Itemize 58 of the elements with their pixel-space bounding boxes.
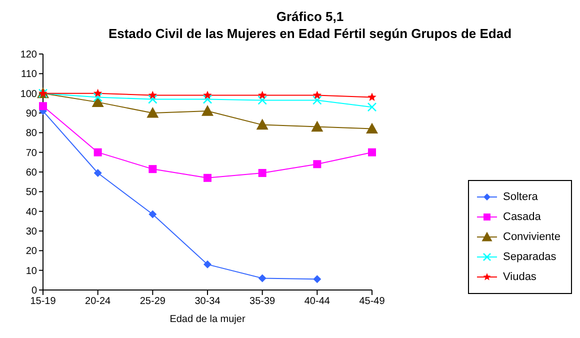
y-tick-label: 20	[26, 246, 38, 258]
legend-label: Soltera	[503, 191, 538, 203]
point	[202, 105, 214, 116]
point	[366, 122, 378, 134]
point	[312, 90, 322, 100]
point	[94, 148, 102, 156]
point	[204, 260, 212, 268]
chart-subtitle: Estado Civil de las Mujeres en Edad Fértil según Grupos de Edad	[107, 25, 513, 42]
legend-label: Separadas	[503, 251, 556, 263]
y-tick-label: 70	[26, 148, 38, 159]
x-tick-label: 45-49	[359, 296, 386, 308]
y-tick-label: 80	[26, 128, 38, 140]
y-tick-label: 50	[26, 187, 38, 198]
point	[367, 102, 377, 112]
point	[313, 275, 322, 284]
y-tick-label: 110	[21, 69, 38, 80]
point	[258, 96, 267, 105]
point	[204, 174, 212, 182]
y-tick-label: 0	[31, 286, 38, 297]
x-tick-label: 15-19	[30, 296, 56, 308]
point	[92, 96, 104, 107]
y-tick-label: 90	[26, 108, 38, 120]
point	[39, 102, 47, 110]
point	[203, 90, 212, 100]
x-tick-label: 20-24	[85, 296, 112, 308]
point	[368, 92, 376, 101]
point	[313, 160, 322, 168]
x-tick-label: 35-39	[250, 296, 276, 308]
point	[202, 94, 212, 104]
y-tick-label: 10	[26, 266, 38, 277]
point	[148, 210, 157, 218]
x-tick-label: 40-44	[304, 296, 330, 308]
legend-label: Casada	[503, 211, 541, 223]
y-tick-label: 40	[26, 206, 38, 218]
point	[148, 94, 158, 104]
point	[311, 120, 324, 132]
point	[368, 148, 376, 156]
point	[93, 92, 102, 102]
x-tick-label: 25-29	[140, 296, 166, 308]
x-axis-title: Edad de la mujer	[170, 314, 246, 325]
point	[258, 168, 266, 177]
y-tick-label: 30	[26, 226, 38, 238]
point	[312, 96, 322, 105]
y-tick-label: 100	[20, 88, 38, 100]
y-tick-label: 60	[26, 168, 38, 179]
point	[258, 274, 266, 282]
x-tick-label: 30-34	[194, 296, 221, 308]
y-tick-label: 120	[20, 50, 38, 61]
point	[93, 88, 102, 98]
legend-label: Conviviente	[503, 231, 560, 243]
point	[256, 118, 268, 130]
point	[146, 107, 159, 118]
point	[148, 90, 158, 100]
legend-label: Viudas	[503, 271, 536, 283]
point	[258, 90, 267, 100]
chart-title: Gráfico 5,1	[275, 8, 345, 25]
point	[94, 168, 102, 177]
point	[148, 165, 157, 174]
